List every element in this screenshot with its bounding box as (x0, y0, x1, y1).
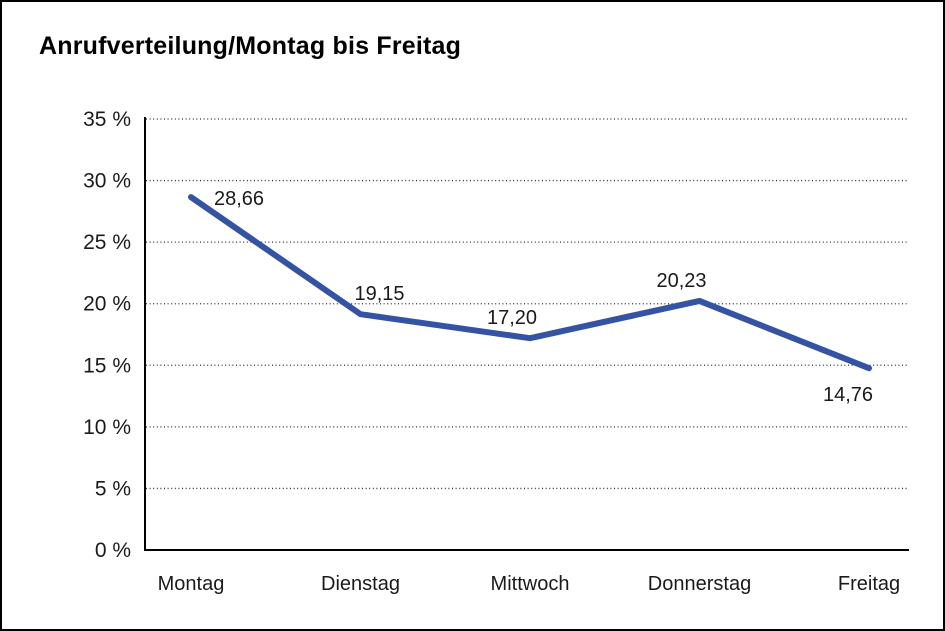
y-tick-label: 20 % (83, 293, 131, 316)
data-point-label: 17,20 (487, 307, 537, 329)
data-series-line (188, 194, 872, 372)
x-tick-label: Dienstag (321, 573, 400, 595)
x-tick-label: Donnerstag (648, 573, 751, 595)
y-tick-label: 35 % (83, 108, 131, 131)
x-tick-label: Montag (158, 573, 225, 595)
data-point-label: 14,76 (823, 384, 873, 406)
data-point-label: 20,23 (657, 270, 707, 292)
x-tick-label: Mittwoch (491, 573, 570, 595)
y-tick-label: 0 % (95, 539, 131, 562)
data-point-label: 19,15 (355, 283, 405, 305)
data-point-label: 28,66 (214, 188, 264, 210)
y-tick-label: 25 % (83, 231, 131, 254)
x-tick-label: Freitag (838, 573, 900, 595)
y-tick-label: 5 % (95, 477, 131, 500)
y-tick-label: 15 % (83, 354, 131, 377)
chart-title: Anrufverteilung/Montag bis Freitag (39, 32, 462, 60)
y-tick-label: 30 % (83, 170, 131, 193)
y-tick-label: 10 % (83, 416, 131, 439)
